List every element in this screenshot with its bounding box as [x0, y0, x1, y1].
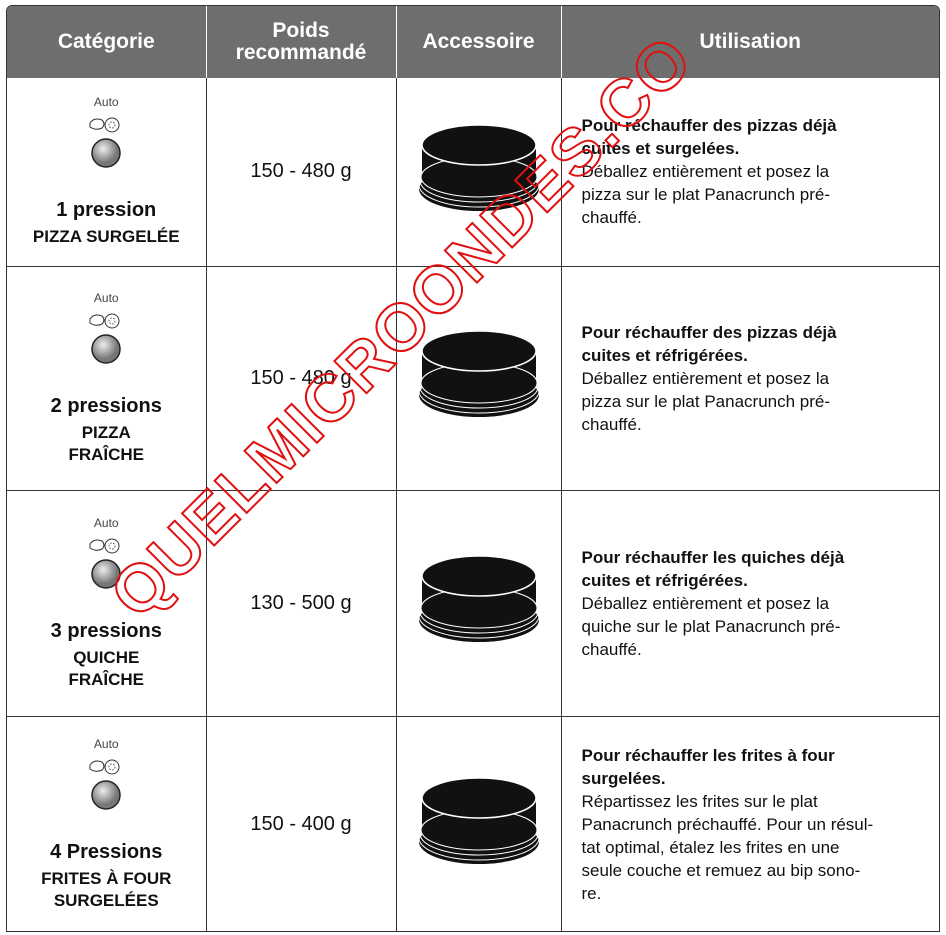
weight-cell: 130 - 500 g: [206, 490, 397, 717]
accessory-cell: [396, 716, 562, 931]
header-cell: Accessoire: [396, 6, 562, 78]
program-name-line: FRAÎCHE: [68, 444, 145, 464]
presses: 3 pressions: [50, 619, 162, 642]
category-cell: Auto 2 pressions PIZZA FRAÎCHE: [7, 266, 207, 491]
usage-cell: Pour réchauffer des pizzas déjà cuites et…: [561, 78, 939, 267]
accessory-cell: [396, 490, 562, 717]
accessory-cell: [396, 266, 562, 491]
usage-title-line: surgelées.: [581, 769, 666, 788]
panacrunch-dish: [418, 124, 539, 211]
usage-text-line: chauffé.: [581, 414, 642, 434]
header-cell: Utilisation: [561, 6, 939, 78]
usage-text-line: re.: [581, 884, 602, 903]
usage-title-line: Pour réchauffer des pizzas déjà: [581, 116, 837, 136]
usage-text-line: tat optimal, étalez les frites en une: [581, 838, 840, 857]
header-cell: Catégorie: [7, 6, 207, 78]
program-name: PIZZA SURGELÉE: [8, 226, 205, 248]
usage-title-line: Pour réchauffer des pizzas déjà: [581, 322, 837, 342]
usage-text-line: pizza sur le plat Panacrunch pré-: [581, 391, 831, 411]
header-cell: Poids recommandé: [206, 6, 397, 78]
table-row: Auto 1 pression PIZZA SURGELÉE 150 - 480 g P…: [7, 78, 939, 267]
presses: 2 pressions: [50, 394, 162, 417]
usage-text-line: Panacrunch préchauffé. Pour un résul-: [581, 815, 874, 834]
usage-text-line: Répartissez les frites sur le plat: [581, 792, 818, 811]
header-text: Utilisation: [699, 30, 801, 53]
usage-title-line: Pour réchauffer les frites à four: [581, 746, 835, 765]
header-text: Poids: [272, 19, 330, 42]
presses: 1 pression: [56, 199, 157, 222]
accessory-cell: [396, 78, 562, 267]
usage-text-line: chauffé.: [581, 208, 642, 228]
program-name: QUICHE FRAÎCHE: [8, 647, 205, 691]
panacrunch-dish: [418, 330, 539, 417]
program-name-line: PIZZA SURGELÉE: [32, 227, 180, 247]
weight-cell: 150 - 480 g: [206, 78, 397, 267]
presses: 4 Pressions: [50, 841, 163, 863]
header-text: Catégorie: [57, 30, 155, 53]
auto-label: Auto: [93, 95, 119, 110]
weight-cell: 150 - 400 g: [206, 716, 397, 931]
panacrunch-dish: [418, 776, 539, 864]
program-name-line: FRAÎCHE: [68, 669, 145, 689]
header-text: recommandé: [235, 41, 367, 64]
usage-cell: Pour réchauffer les frites à four surgelé…: [561, 716, 939, 931]
program-name-line: QUICHE: [73, 647, 140, 667]
table-row: Auto 4 Pressions FRITES À FOUR SURGELÉES 150…: [7, 716, 939, 931]
header-row: Catégorie Poids recommandé Accessoire Utilis…: [7, 6, 939, 78]
category-cell: Auto 3 pressions QUICHE FRAÎCHE: [7, 490, 207, 717]
usage-text-line: Déballez entièrement et posez la: [581, 593, 830, 613]
usage-title-line: cuites et réfrigérées.: [581, 345, 748, 365]
auto-button-icon: [89, 313, 121, 364]
usage-title-line: cuites et réfrigérées.: [581, 570, 748, 590]
program-name: PIZZA FRAÎCHE: [8, 422, 205, 466]
weight-cell: 150 - 480 g: [206, 266, 397, 491]
table-row: Auto 2 pressions PIZZA FRAÎCHE 150 - 480 g Po…: [7, 266, 939, 491]
usage-cell: Pour réchauffer les quiches déjà cuites e…: [561, 490, 939, 717]
auto-label: Auto: [93, 737, 119, 751]
usage-text-line: pizza sur le plat Panacrunch pré-: [581, 185, 831, 205]
table: Catégorie Poids recommandé Accessoire Utilis…: [7, 6, 939, 931]
usage-text-line: Déballez entièrement et posez la: [581, 368, 830, 388]
table-frame: Catégorie Poids recommandé Accessoire Utilis…: [6, 5, 940, 932]
auto-label: Auto: [93, 515, 119, 530]
program-name-line: FRITES À FOUR: [41, 869, 172, 888]
usage-text-line: quiche sur le plat Panacrunch pré-: [581, 616, 841, 636]
category-cell: Auto 1 pression PIZZA SURGELÉE: [7, 78, 207, 267]
auto-button-icon: [89, 759, 121, 810]
panacrunch-dish: [418, 555, 539, 642]
usage-cell: Pour réchauffer des pizzas déjà cuites et…: [561, 266, 939, 491]
program-name: FRITES À FOUR SURGELÉES: [8, 868, 205, 912]
category-cell: Auto 4 Pressions FRITES À FOUR SURGELÉES: [7, 716, 207, 931]
usage-title-line: Pour réchauffer les quiches déjà: [581, 547, 845, 567]
auto-label: Auto: [93, 290, 119, 305]
program-name-line: SURGELÉES: [53, 891, 159, 910]
program-name-line: PIZZA: [81, 422, 131, 442]
usage-text-line: chauffé.: [581, 639, 642, 659]
auto-button-icon: [89, 538, 121, 589]
usage-title-line: cuites et surgelées.: [581, 139, 740, 159]
header-text: Accessoire: [422, 30, 535, 53]
usage-text-line: Déballez entièrement et posez la: [581, 162, 830, 182]
auto-button-icon: [89, 117, 121, 168]
usage-text-line: seule couche et remuez au bip sono-: [581, 861, 861, 880]
